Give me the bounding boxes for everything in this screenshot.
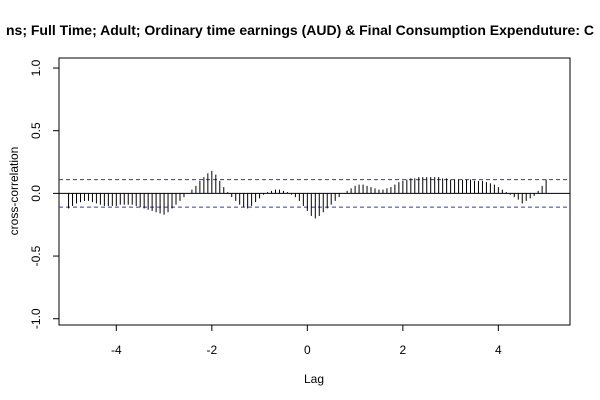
- x-tick-label: 2: [400, 343, 407, 357]
- y-tick-label: 0.5: [29, 122, 43, 139]
- x-tick-label: 4: [495, 343, 502, 357]
- x-axis-label: Lag: [304, 372, 324, 386]
- ccf-bars: [68, 170, 547, 219]
- plot-frame: [58, 57, 571, 326]
- y-tick-label: 0.0: [29, 185, 43, 202]
- x-tick-label: 0: [304, 343, 311, 357]
- x-tick-label: -2: [206, 343, 217, 357]
- x-axis: -4 -2 0 2 4: [111, 325, 502, 357]
- y-axis: -1.0 -0.5 0.0 0.5 1.0: [29, 59, 59, 329]
- y-axis-label: cross-correlation: [7, 147, 21, 236]
- x-tick-label: -4: [111, 343, 122, 357]
- y-tick-label: 1.0: [29, 59, 43, 76]
- chart-title: ns; Full Time; Adult; Ordinary time earn…: [6, 22, 594, 38]
- y-tick-label: -0.5: [29, 245, 43, 266]
- plot-box: [58, 57, 571, 326]
- y-tick-label: -1.0: [29, 308, 43, 329]
